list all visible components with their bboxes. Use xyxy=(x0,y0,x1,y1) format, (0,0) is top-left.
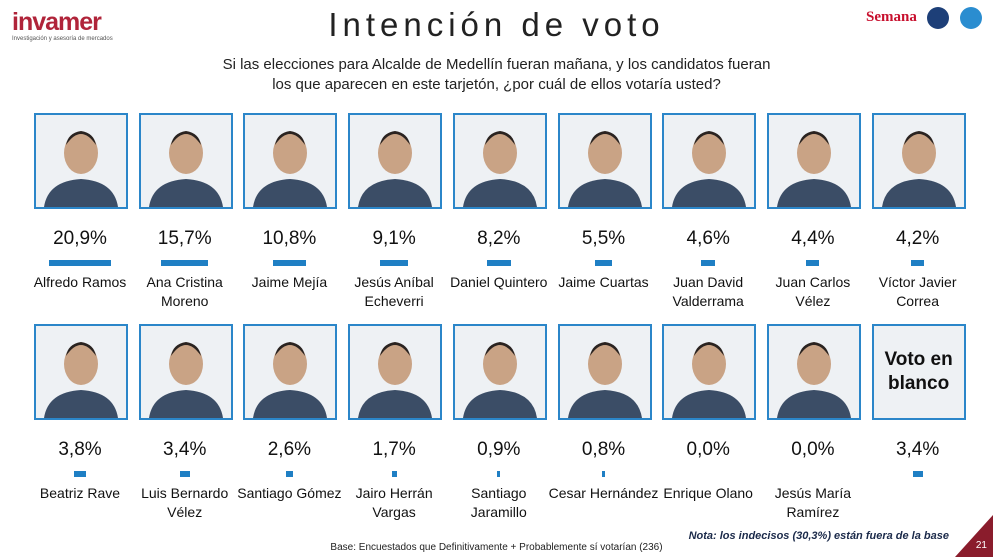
candidate-name: Cesar Hernández xyxy=(548,485,659,501)
photo xyxy=(766,324,861,420)
candidate-name: Jesús María Ramírez xyxy=(774,485,852,520)
bar xyxy=(911,260,924,266)
value-label: 2,6% xyxy=(267,439,312,460)
bar xyxy=(285,471,294,477)
candidate-name: Juan David Valderrama xyxy=(672,274,744,309)
value-label: 4,2% xyxy=(895,228,940,249)
value-label: 8,2% xyxy=(477,228,521,249)
bar xyxy=(179,471,190,477)
blank-option: Voto en blanco xyxy=(884,349,953,394)
value-label: 4,4% xyxy=(791,228,835,249)
candidate-name: Santiago Gómez xyxy=(237,485,342,501)
bar xyxy=(497,471,501,477)
bar xyxy=(74,471,86,477)
corner xyxy=(955,515,993,557)
bar xyxy=(701,260,716,266)
photo xyxy=(34,324,128,420)
candidate-name: Jaime Cuartas xyxy=(558,274,649,290)
candidate-name: Luis Bernardo Vélez xyxy=(141,485,229,520)
candidate-name: Beatriz Rave xyxy=(39,485,121,501)
photo xyxy=(452,113,547,209)
value-label: 3,4% xyxy=(163,439,207,460)
candidate-name: Santiago Jaramillo xyxy=(470,485,527,520)
photo xyxy=(557,324,652,420)
photo xyxy=(452,324,547,420)
value-label: 9,1% xyxy=(372,228,416,249)
photo xyxy=(557,113,652,209)
bar xyxy=(912,471,923,477)
value-label: 10,8% xyxy=(262,228,317,249)
photo xyxy=(34,113,128,209)
photo xyxy=(348,324,443,420)
page-number: 21 xyxy=(975,540,987,551)
photo xyxy=(662,113,757,209)
brand: Semana xyxy=(866,9,917,25)
candidate-name: Alfredo Ramos xyxy=(33,274,127,290)
bar xyxy=(595,260,612,266)
subtitle: Si las elecciones para Alcalde de Medell… xyxy=(222,56,771,73)
value-label: 0,0% xyxy=(791,439,835,460)
bar xyxy=(806,260,820,266)
candidate-name: Enrique Olano xyxy=(663,485,753,501)
value-label: 4,6% xyxy=(686,228,730,249)
bar xyxy=(273,260,306,266)
bar xyxy=(486,260,512,266)
value-label: 1,7% xyxy=(372,439,416,460)
candidate-name: Daniel Quintero xyxy=(450,274,548,290)
chart-title: Intención de voto xyxy=(328,6,665,43)
value-label: 0,8% xyxy=(581,439,626,460)
base-note: Base: Encuestados que Definitivamente + … xyxy=(330,542,663,553)
candidate-name: Juan Carlos Vélez xyxy=(775,274,851,309)
partner-logos xyxy=(927,7,982,29)
photo xyxy=(138,324,233,420)
value-label: 3,4% xyxy=(895,439,940,460)
value-label: 3,8% xyxy=(58,439,102,460)
subtitle: los que aparecen en este tarjetón, ¿por … xyxy=(272,76,721,93)
value-label: 0,9% xyxy=(477,439,521,460)
value-label: 15,7% xyxy=(157,228,212,249)
bar xyxy=(602,471,605,477)
note: Nota: los indecisos (30,3%) están fuera … xyxy=(688,530,949,542)
value-label: 0,0% xyxy=(686,439,730,460)
candidate-name: Víctor Javier Correa xyxy=(878,274,957,309)
photo xyxy=(662,324,757,420)
value-label: 5,5% xyxy=(581,228,626,249)
photo xyxy=(766,113,861,209)
photo xyxy=(138,113,233,209)
candidate-name: Jesús Aníbal Echeverri xyxy=(354,274,434,309)
photo xyxy=(243,324,338,420)
bar xyxy=(161,260,209,266)
tagline: Investigación y asesoría de mercados xyxy=(12,36,113,42)
photo xyxy=(243,113,338,209)
logo: invamer xyxy=(12,8,102,36)
bar xyxy=(48,260,112,266)
bar xyxy=(380,260,408,266)
bar xyxy=(391,471,397,477)
candidate-name: Ana Cristina Moreno xyxy=(146,274,223,309)
photo xyxy=(871,113,966,209)
candidate-name: Jairo Herrán Vargas xyxy=(355,485,433,520)
candidate-name: Jaime Mejía xyxy=(251,274,328,290)
value-label: 20,9% xyxy=(53,228,107,249)
photo xyxy=(348,113,443,209)
photo: Voto en blanco xyxy=(871,324,966,420)
